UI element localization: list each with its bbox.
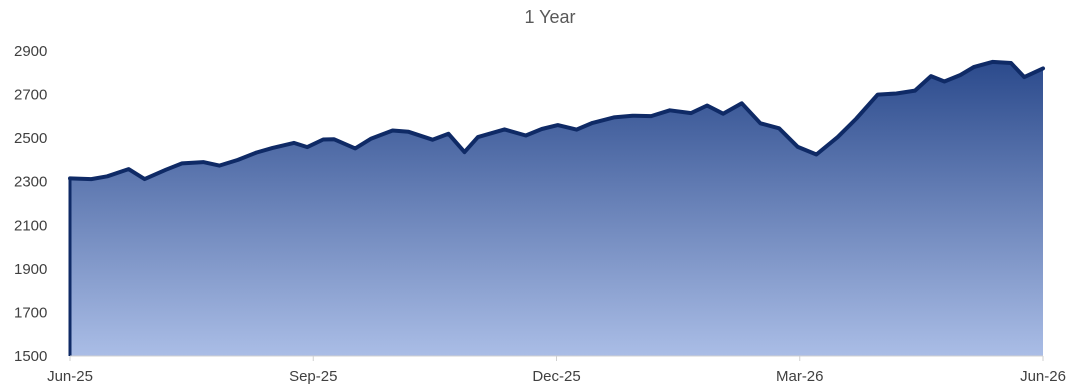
- y-tick-label: 1900: [14, 261, 47, 278]
- x-axis-labels: Jun-25 Sep-25 Dec-25 Mar-26 Jun-26: [47, 368, 1066, 385]
- y-axis-labels: 2900 2700 2500 2300 2100 1900 1700 1500: [14, 43, 47, 365]
- x-tick-label: Dec-25: [532, 368, 580, 385]
- series-area: [70, 61, 1043, 357]
- y-tick-label: 1500: [14, 348, 47, 365]
- x-axis-ticks: [69, 356, 1044, 361]
- y-tick-label: 2900: [14, 43, 47, 60]
- x-tick-label: Mar-26: [776, 368, 824, 385]
- y-tick-label: 2100: [14, 217, 47, 234]
- x-tick-label: Sep-25: [289, 368, 337, 385]
- chart-title: 1 Year: [524, 7, 575, 27]
- x-tick-label: Jun-26: [1020, 368, 1066, 385]
- x-tick-label: Jun-25: [47, 368, 93, 385]
- y-tick-label: 2700: [14, 87, 47, 104]
- y-tick-label: 1700: [14, 304, 47, 321]
- y-tick-label: 2300: [14, 174, 47, 191]
- y-tick-label: 2500: [14, 130, 47, 147]
- plot-area: [68, 59, 1045, 357]
- series-line: [68, 59, 1045, 182]
